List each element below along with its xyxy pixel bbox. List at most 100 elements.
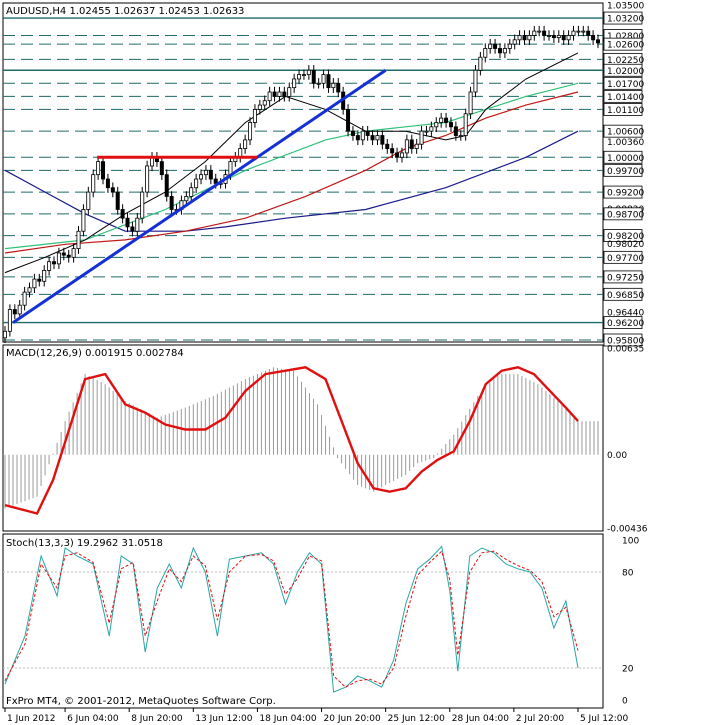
candle-body bbox=[262, 100, 267, 106]
candle-body bbox=[12, 309, 17, 315]
candle-body bbox=[208, 169, 213, 180]
candle-body bbox=[434, 122, 439, 128]
x-tick-label: 25 Jun 12:00 bbox=[388, 714, 445, 724]
price-label-box bbox=[603, 11, 643, 25]
candle-body bbox=[566, 35, 571, 41]
candle-body bbox=[243, 139, 248, 149]
candle-body bbox=[546, 35, 551, 37]
candle-body bbox=[135, 217, 140, 232]
price-label-box bbox=[603, 316, 643, 329]
candle-body bbox=[591, 35, 596, 41]
stoch-header: Stoch(13,3,3) 19.2962 31.0518 bbox=[6, 538, 163, 549]
price-label: 0.97250 bbox=[607, 273, 644, 283]
candle-body bbox=[252, 109, 257, 123]
candle-body bbox=[537, 30, 542, 33]
candle-body bbox=[448, 122, 453, 128]
price-label-box bbox=[603, 163, 643, 177]
candle-body bbox=[468, 91, 473, 115]
candle-body bbox=[189, 187, 194, 197]
candle-body bbox=[365, 130, 370, 136]
candle-body bbox=[17, 304, 22, 315]
price-label-box bbox=[603, 63, 643, 77]
price-label: 1.01100 bbox=[607, 106, 644, 116]
main-panel-frame bbox=[2, 2, 604, 343]
candle-body bbox=[52, 261, 57, 265]
candle-body bbox=[159, 161, 164, 176]
candle-body bbox=[301, 74, 306, 77]
candle-body bbox=[267, 91, 272, 102]
candle-body bbox=[71, 248, 76, 258]
candle-body bbox=[463, 113, 468, 136]
candle-body bbox=[517, 35, 522, 41]
candle-body bbox=[326, 74, 331, 89]
stoch-label: 100 bbox=[622, 537, 639, 547]
price-label: 0.99700 bbox=[607, 167, 644, 177]
candle-body bbox=[169, 196, 174, 210]
candle-body bbox=[404, 139, 409, 154]
candle-body bbox=[120, 209, 125, 219]
candle-body bbox=[375, 135, 380, 141]
macd-label: 0.00 bbox=[607, 451, 627, 461]
candle-body bbox=[125, 217, 130, 228]
candle-body bbox=[551, 35, 556, 39]
price-label-box bbox=[603, 250, 643, 264]
candle-body bbox=[414, 143, 419, 149]
candle-body bbox=[385, 143, 390, 149]
candle-body bbox=[321, 74, 326, 84]
candle-body bbox=[272, 91, 277, 97]
candle-body bbox=[424, 130, 429, 133]
candle-body bbox=[47, 261, 52, 271]
price-label: 1.00000 bbox=[607, 154, 644, 164]
stoch-lines bbox=[4, 545, 579, 693]
candle-body bbox=[576, 30, 581, 33]
price-label: 1.03500 bbox=[607, 2, 644, 12]
candle-body bbox=[512, 39, 517, 45]
candle-body bbox=[395, 152, 400, 158]
macd-signal-line bbox=[4, 366, 579, 515]
candle-body bbox=[331, 82, 336, 89]
candle-body bbox=[355, 135, 360, 141]
price-label: 0.98020 bbox=[607, 240, 644, 250]
candle-body bbox=[287, 87, 292, 97]
candle-body bbox=[164, 174, 169, 197]
x-tick-label: 13 Jun 12:00 bbox=[195, 714, 252, 724]
candle-body bbox=[399, 152, 404, 158]
candle-body bbox=[42, 269, 47, 282]
candle-body bbox=[194, 178, 199, 189]
candle-body bbox=[66, 254, 71, 258]
candle-body bbox=[542, 30, 547, 36]
price-label-box bbox=[603, 287, 643, 301]
price-label: 0.96850 bbox=[607, 291, 644, 301]
price-label: 1.02250 bbox=[607, 56, 644, 66]
candle-body bbox=[458, 135, 463, 137]
price-label: 1.00360 bbox=[607, 138, 644, 148]
price-label-box bbox=[603, 333, 643, 347]
price-label: 1.02000 bbox=[607, 67, 644, 77]
candle-body bbox=[37, 278, 42, 282]
price-label-box bbox=[603, 185, 643, 199]
candle-body bbox=[184, 196, 189, 202]
candle-body bbox=[56, 252, 61, 265]
x-tick-label: 6 Jun 04:00 bbox=[67, 714, 119, 724]
price-label: 0.95800 bbox=[607, 337, 644, 347]
candle-body bbox=[444, 117, 449, 123]
candle-body bbox=[145, 165, 150, 193]
candle-body bbox=[292, 78, 297, 89]
candle-body bbox=[581, 30, 586, 33]
candle-body bbox=[7, 309, 12, 332]
price-label-box bbox=[603, 124, 643, 138]
candle-body bbox=[248, 122, 253, 141]
candle-body bbox=[507, 43, 512, 49]
candle-body bbox=[532, 30, 537, 36]
x-tick-label: 28 Jun 04:00 bbox=[452, 714, 509, 724]
candle-body bbox=[336, 82, 341, 93]
price-label: 1.01700 bbox=[607, 80, 644, 90]
macd-axis-labels: 0.00635 0.00 -0.00436 bbox=[607, 345, 648, 535]
candle-body bbox=[522, 35, 527, 41]
price-label: 0.99200 bbox=[607, 189, 644, 199]
candle-body bbox=[453, 126, 458, 136]
x-tick-label: 2 Jul 20:00 bbox=[516, 714, 565, 724]
candle-body bbox=[380, 135, 385, 145]
